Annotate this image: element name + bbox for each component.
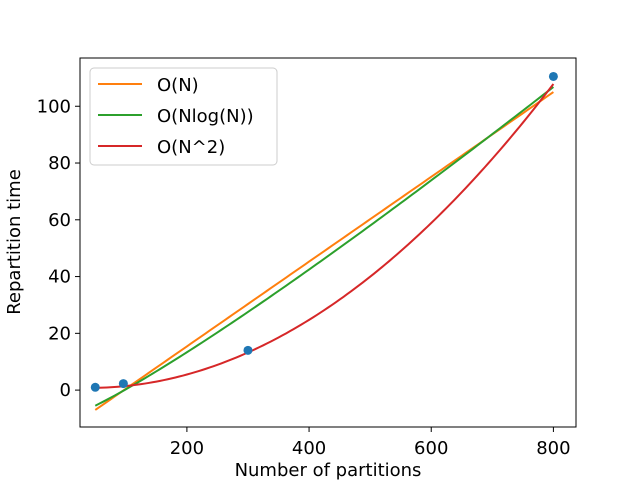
series-line-2 (95, 83, 555, 389)
x-tick-label: 200 (170, 438, 204, 459)
x-axis-ticks: 200 400 600 800 (170, 427, 571, 459)
y-tick-label: 40 (48, 267, 71, 288)
plot-lines (94, 83, 555, 411)
data-point (548, 71, 558, 81)
y-axis-ticks: 0 20 40 60 80 100 (37, 96, 80, 401)
data-point (90, 382, 100, 392)
legend: O(N) O(Nlog(N)) O(N^2) (89, 67, 278, 166)
legend-label-1: O(Nlog(N)) (157, 106, 254, 127)
x-tick-label: 800 (536, 438, 570, 459)
series-line-1 (94, 86, 555, 407)
y-tick-label: 80 (48, 153, 71, 174)
x-tick-label: 600 (414, 438, 448, 459)
x-axis-label: Number of partitions (235, 460, 422, 480)
y-tick-label: 60 (48, 210, 71, 231)
y-axis-label: Repartition time (4, 169, 25, 315)
legend-label-2: O(N^2) (157, 137, 225, 158)
data-point (243, 345, 253, 355)
y-tick-label: 100 (37, 96, 71, 117)
x-tick-label: 400 (292, 438, 326, 459)
legend-label-0: O(N) (157, 75, 199, 96)
y-tick-label: 0 (60, 380, 71, 401)
y-tick-label: 20 (48, 323, 71, 344)
plot-points (90, 71, 558, 392)
data-point (118, 379, 128, 389)
plot-area-frame (79, 57, 577, 428)
legend-box (89, 67, 278, 166)
